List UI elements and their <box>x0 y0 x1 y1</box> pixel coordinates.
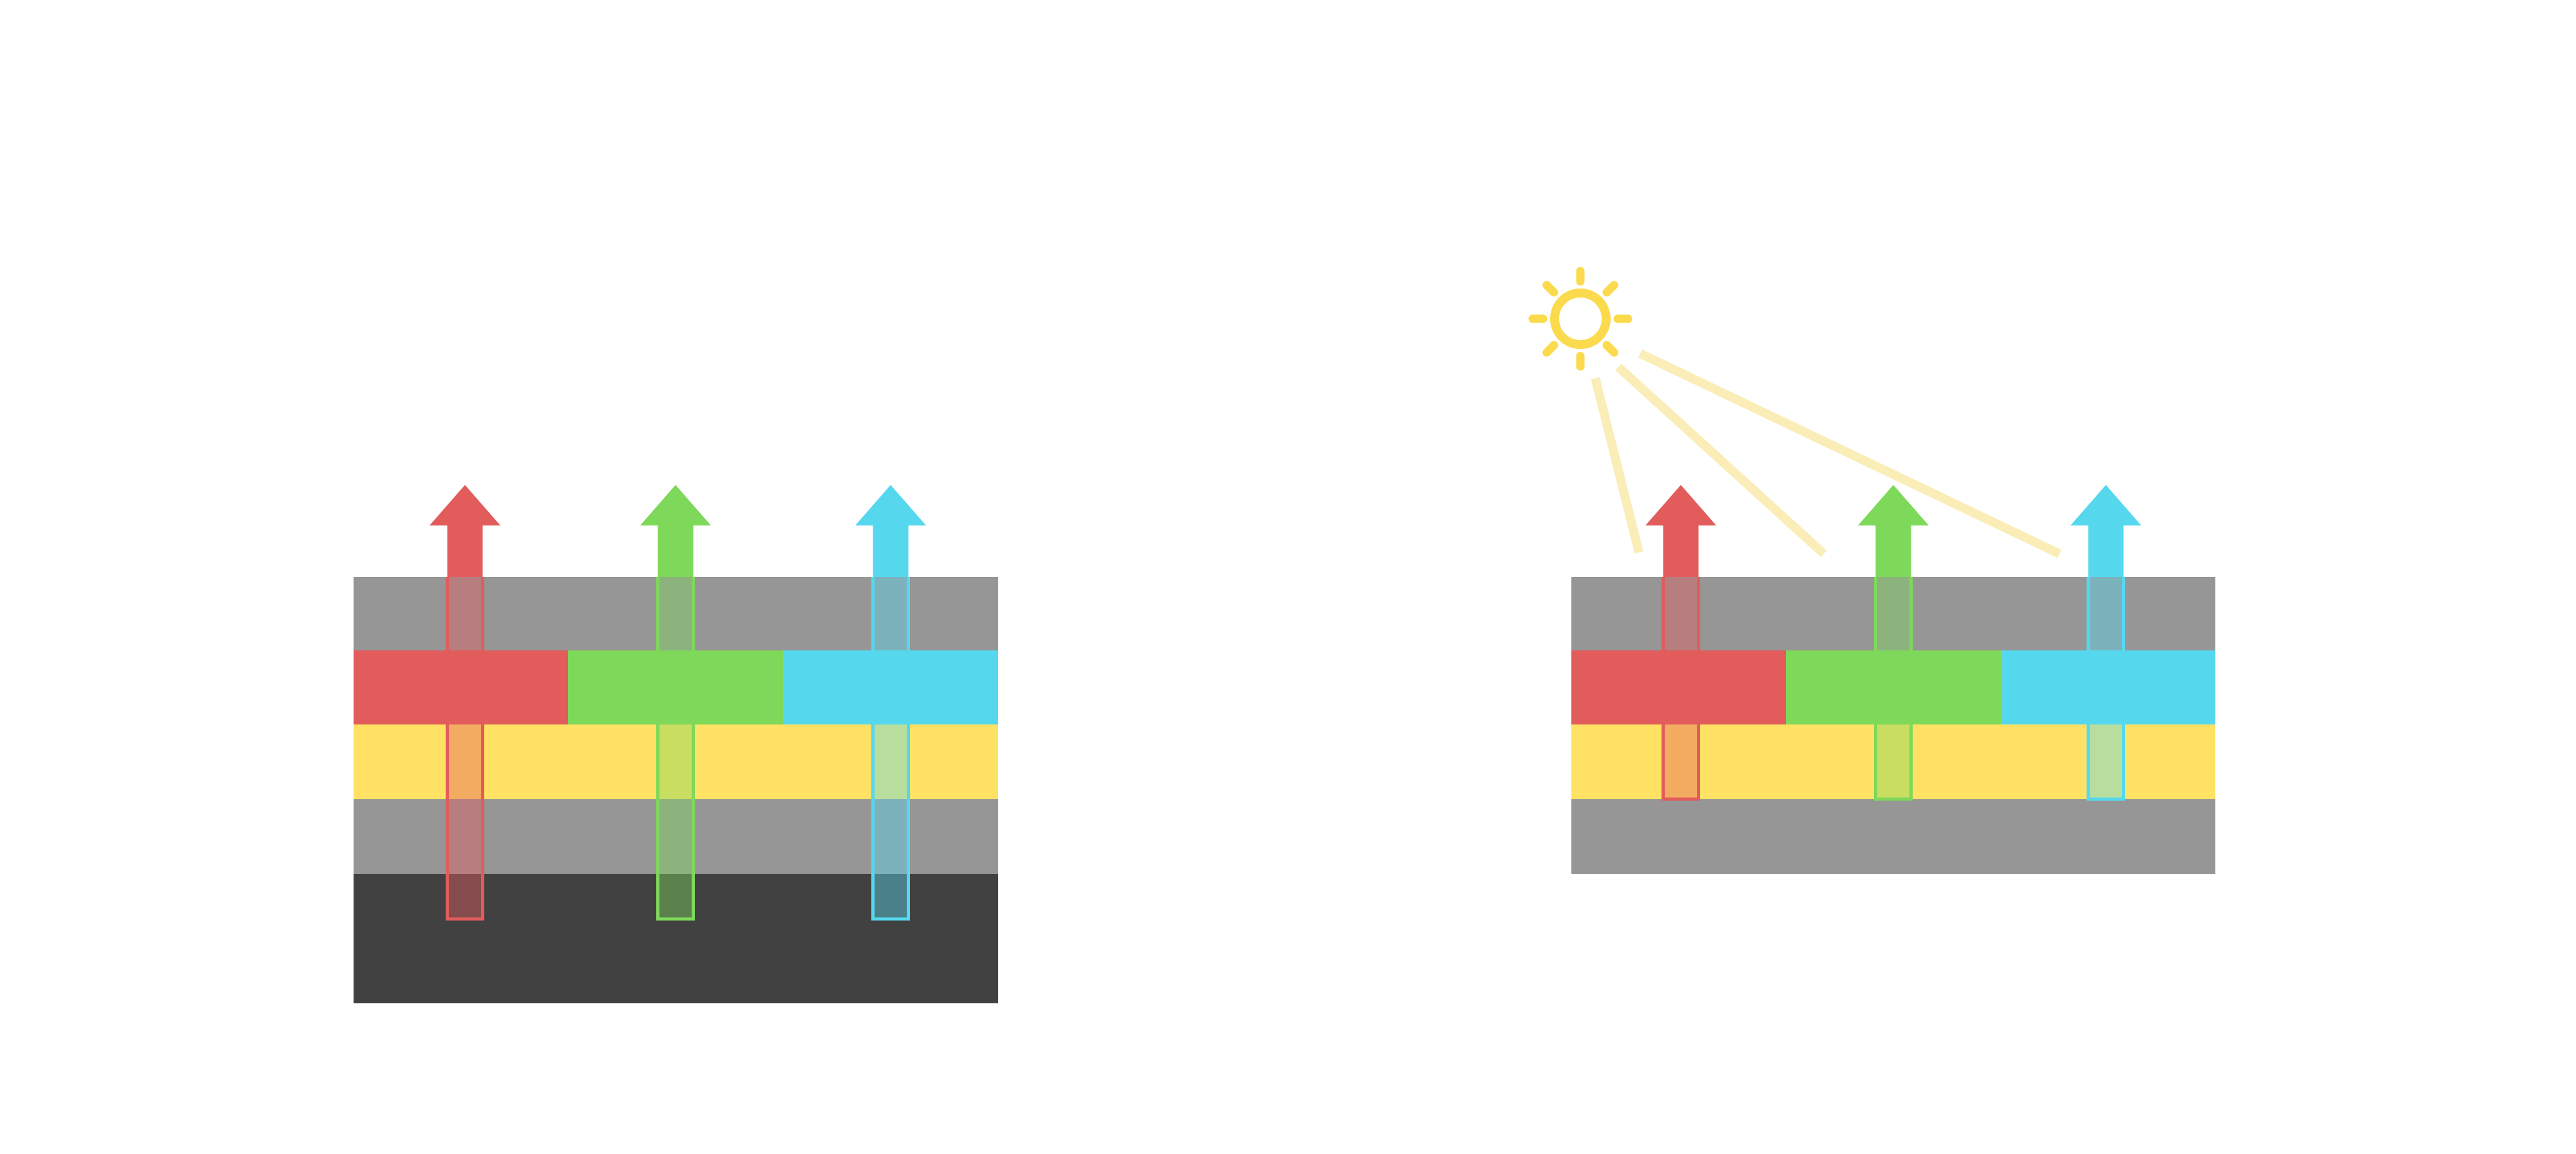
emissive-layer <box>1571 724 2215 799</box>
red-light-arrow <box>1645 485 1716 801</box>
blue-subpixel <box>783 650 998 724</box>
sun-ray <box>1542 341 1558 357</box>
sunbeam-to-green-pixel <box>1615 363 1827 558</box>
substrate-layer <box>1571 799 2215 874</box>
red-light-arrow-head <box>430 485 500 577</box>
emissive-layer-stack <box>354 577 998 1003</box>
cover-glass-layer <box>1571 577 2215 650</box>
backlight-layer <box>354 874 998 1003</box>
sun-icon <box>1528 267 1633 371</box>
blue-light-arrow-tail <box>871 577 910 921</box>
backlit-display-diagram <box>354 485 998 1003</box>
sunbeam-to-blue-pixel <box>1638 349 2062 558</box>
subpixel-color-layer <box>354 650 998 724</box>
red-light-arrow-tail <box>1662 577 1700 801</box>
red-light-arrow <box>430 485 500 921</box>
green-subpixel <box>568 650 783 724</box>
sun-ray <box>1602 341 1618 357</box>
red-subpixel <box>354 650 568 724</box>
blue-subpixel <box>2001 650 2215 724</box>
sun-ray <box>1542 281 1558 297</box>
subpixel-color-layer <box>1571 650 2215 724</box>
reflective-sunlit-display-diagram <box>1528 267 2215 874</box>
sunbeam-to-red-pixel <box>1591 377 1643 554</box>
green-light-arrow-head <box>1858 485 1929 577</box>
red-light-arrow-head <box>1645 485 1716 577</box>
blue-light-arrow-head <box>2070 485 2141 577</box>
green-light-arrow-tail <box>656 577 695 921</box>
red-light-arrow-tail <box>446 577 484 921</box>
green-light-arrow <box>1858 485 1929 801</box>
green-light-arrow-head <box>640 485 711 577</box>
blue-light-arrow <box>855 485 926 921</box>
cover-glass-layer <box>354 577 998 650</box>
sun-ray <box>1602 281 1618 297</box>
blue-light-arrow-tail <box>2087 577 2125 801</box>
green-light-arrow-tail <box>1874 577 1913 801</box>
sun-circle <box>1550 288 1611 349</box>
substrate-layer <box>354 799 998 874</box>
blue-light-arrow-head <box>855 485 926 577</box>
emissive-layer <box>354 724 998 799</box>
blue-light-arrow <box>2070 485 2141 801</box>
red-subpixel <box>1571 650 1786 724</box>
green-light-arrow <box>640 485 711 921</box>
green-subpixel <box>1786 650 2001 724</box>
reflective-layer-stack <box>1571 577 2215 874</box>
